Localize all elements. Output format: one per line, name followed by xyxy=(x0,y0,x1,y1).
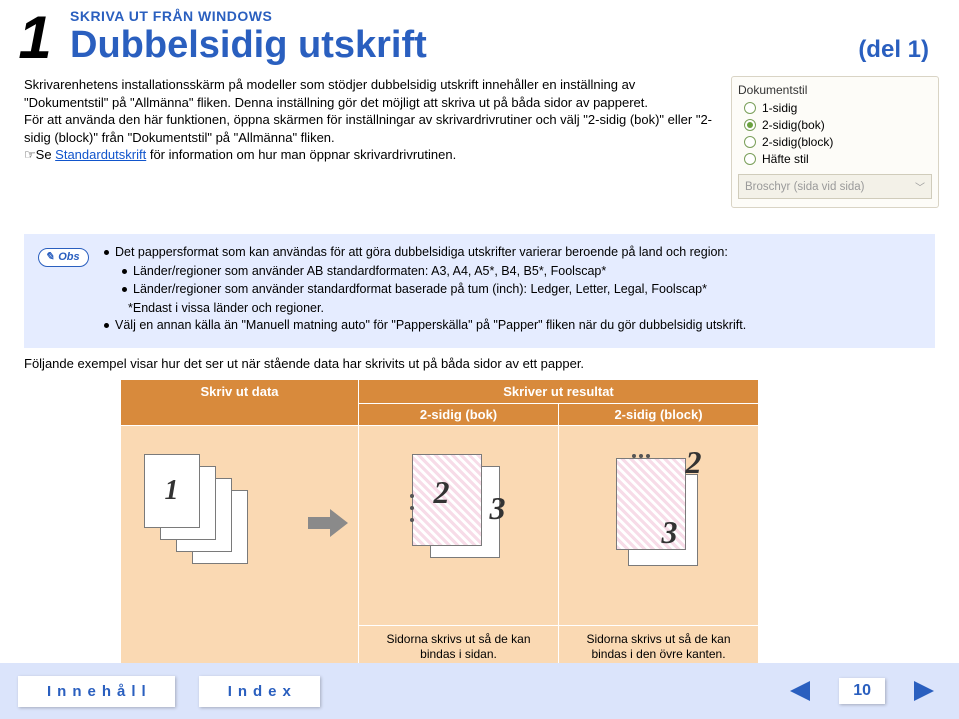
triangle-left-icon xyxy=(786,679,812,703)
radio-icon xyxy=(744,153,756,165)
bullet-icon xyxy=(122,269,127,274)
see-prefix: ☞Se xyxy=(24,147,55,162)
panel-group-label: Dokumentstil xyxy=(738,83,932,97)
radio-label: 2-sidig(block) xyxy=(762,135,833,149)
example-table: Skriv ut data Skriver ut resultat 2-sidi… xyxy=(120,379,759,674)
title-block: SKRIVA UT FRÅN WINDOWS Dubbelsidig utskr… xyxy=(70,8,858,64)
prev-page-button[interactable] xyxy=(783,677,815,705)
radio-icon xyxy=(744,136,756,148)
intro-section: Skrivarenhetens installationsskärm på mo… xyxy=(0,64,959,208)
table-header-row: Skriv ut data Skriver ut resultat xyxy=(121,379,759,403)
page-num-1: 1 xyxy=(165,475,179,507)
table-body-row: 4 3 2 1 2 xyxy=(121,425,759,625)
radio-2sidig-block[interactable]: 2-sidig(block) xyxy=(744,135,932,149)
hdr-print-data: Skriv ut data xyxy=(121,379,359,425)
section-label: SKRIVA UT FRÅN WINDOWS xyxy=(70,8,858,24)
select-label: Broschyr (sida vid sida) xyxy=(745,181,865,193)
note-badge-text: Obs xyxy=(58,250,79,265)
triangle-right-icon xyxy=(912,679,938,703)
contents-button[interactable]: Innehåll xyxy=(18,676,175,707)
radio-label: 2-sidig(bok) xyxy=(762,118,825,132)
result-num: 2 xyxy=(434,474,450,511)
result-num: 2 xyxy=(686,444,702,481)
pencil-icon: ✎ xyxy=(45,250,54,265)
see-suffix: för information om hur man öppnar skriva… xyxy=(146,147,456,162)
chapter-number: 1 xyxy=(0,8,70,62)
cell-print-data: 4 3 2 1 xyxy=(121,425,359,673)
bullet-icon xyxy=(122,287,127,292)
note-line: Välj en annan källa än "Manuell matning … xyxy=(115,317,746,335)
cell-result-bok: 2 3 xyxy=(359,425,559,625)
arrow-right-icon xyxy=(308,509,348,542)
intro-p1: Skrivarenhetens installationsskärm på mo… xyxy=(24,77,648,110)
result-block: 2 3 xyxy=(584,444,734,574)
radio-hafte[interactable]: Häfte stil xyxy=(744,152,932,166)
note-line: Länder/regioner som använder standardfor… xyxy=(133,281,707,299)
radio-1sidig[interactable]: 1-sidig xyxy=(744,101,932,115)
intro-p2: För att använda den här funktionen, öppn… xyxy=(24,112,712,145)
radio-icon xyxy=(744,119,756,131)
note-line: Länder/regioner som använder AB standard… xyxy=(133,263,606,281)
see-link[interactable]: Standardutskrift xyxy=(55,147,146,162)
part-label: (del 1) xyxy=(858,8,939,64)
note-badge: ✎ Obs xyxy=(38,248,89,267)
hdr-result: Skriver ut resultat xyxy=(359,379,759,403)
page-title: Dubbelsidig utskrift xyxy=(70,26,858,64)
note-box: ✎ Obs Det pappersformat som kan användas… xyxy=(24,234,935,348)
note-line: *Endast i vissa länder och regioner. xyxy=(128,300,921,318)
radio-label: 1-sidig xyxy=(762,101,797,115)
chevron-down-icon: ﹀ xyxy=(915,179,925,194)
page-number: 10 xyxy=(839,678,885,704)
bottom-nav: Innehåll Index 10 xyxy=(0,663,959,719)
result-num: 3 xyxy=(490,490,506,527)
radio-icon xyxy=(744,102,756,114)
bullet-icon xyxy=(104,323,109,328)
bind-dots xyxy=(632,454,650,458)
result-bok: 2 3 xyxy=(384,444,534,574)
follow-text: Följande exempel visar hur det ser ut nä… xyxy=(24,356,935,371)
radio-label: Häfte stil xyxy=(762,152,809,166)
header: 1 SKRIVA UT FRÅN WINDOWS Dubbelsidig uts… xyxy=(0,0,959,64)
bullet-icon xyxy=(104,250,109,255)
document-style-panel: Dokumentstil 1-sidig 2-sidig(bok) 2-sidi… xyxy=(731,76,939,208)
next-page-button[interactable] xyxy=(909,677,941,705)
page-stack: 4 3 2 1 xyxy=(144,454,284,564)
cell-result-block: 2 3 xyxy=(559,425,759,625)
note-line: Det pappersformat som kan användas för a… xyxy=(115,244,728,262)
subhdr-bok: 2-sidig (bok) xyxy=(359,403,559,425)
brochure-select: Broschyr (sida vid sida) ﹀ xyxy=(738,174,932,199)
subhdr-block: 2-sidig (block) xyxy=(559,403,759,425)
bind-dots xyxy=(410,494,414,522)
index-button[interactable]: Index xyxy=(199,676,320,707)
result-num: 3 xyxy=(662,514,678,551)
note-content: Det pappersformat som kan användas för a… xyxy=(104,244,921,335)
sheet: 1 xyxy=(144,454,200,528)
document-page: 1 SKRIVA UT FRÅN WINDOWS Dubbelsidig uts… xyxy=(0,0,959,719)
intro-text: Skrivarenhetens installationsskärm på mo… xyxy=(24,76,713,208)
radio-2sidig-bok[interactable]: 2-sidig(bok) xyxy=(744,118,932,132)
